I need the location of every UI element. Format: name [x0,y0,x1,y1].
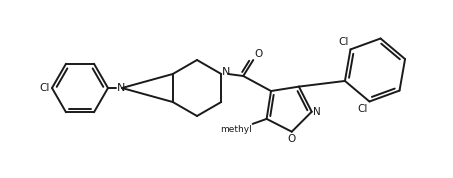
Text: Cl: Cl [338,37,348,47]
Text: Cl: Cl [39,83,50,93]
Text: O: O [254,49,262,59]
Text: methyl: methyl [220,125,251,134]
Text: N: N [222,67,231,77]
Text: Cl: Cl [357,104,367,114]
Text: N: N [117,83,125,93]
Text: N: N [313,107,320,117]
Text: O: O [288,134,296,144]
